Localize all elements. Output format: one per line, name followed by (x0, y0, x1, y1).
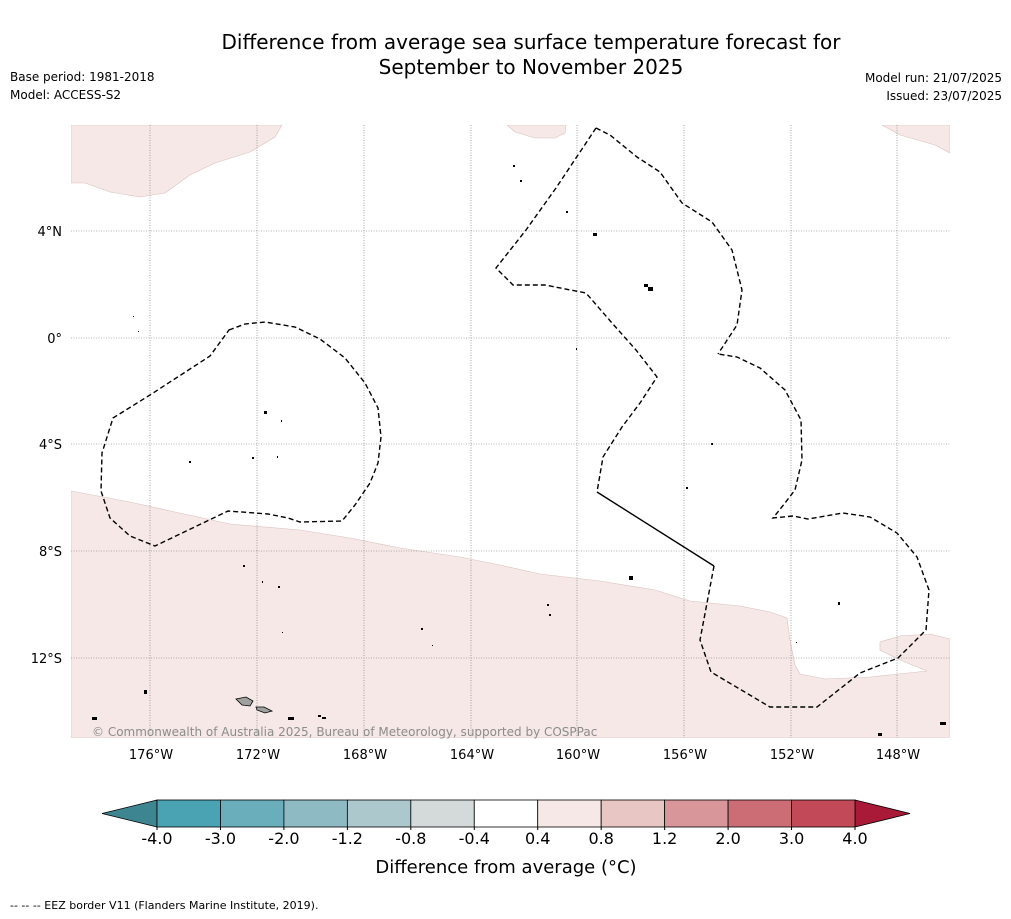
colorbar-tick-label: -0.8 (395, 829, 426, 848)
colorbar-label: Difference from average (°C) (375, 857, 636, 878)
lat-label-4s: 4°S (39, 438, 62, 453)
lon-label-176w: 176°W (129, 748, 173, 763)
colorbar-segment (664, 799, 729, 828)
issued-date: Issued: 23/07/2025 (886, 89, 1002, 103)
islands (92, 165, 946, 736)
colorbar-under-arrow (101, 799, 158, 828)
lon-label-172w: 172°W (236, 748, 280, 763)
lon-label-152w: 152°W (770, 748, 814, 763)
colorbar-segment (283, 799, 348, 828)
model-run: Model run: 21/07/2025 (864, 71, 1002, 85)
colorbar-tick-label: -0.4 (459, 829, 490, 848)
colorbar-segment (346, 799, 412, 828)
colorbar-tick-label: 0.8 (588, 829, 613, 848)
colorbar-segment (473, 799, 539, 828)
eez-border-kiribati-line-north (595, 127, 743, 355)
eez-border-solid-segment (596, 491, 715, 567)
colorbar-segment (791, 799, 856, 828)
colorbar-segment (410, 799, 475, 828)
eez-border-tokelau (100, 321, 382, 547)
colorbar-tick-label: 4.0 (842, 829, 867, 848)
model-name: Model: ACCESS-S2 (10, 88, 122, 102)
colorbar-over-arrow (854, 799, 911, 828)
lon-label-164w: 164°W (450, 748, 494, 763)
colorbar-tick-label: 3.0 (779, 829, 804, 848)
colorbar-segment (727, 799, 792, 828)
colorbar-segment (220, 799, 285, 828)
colorbar-tick-label: 0.4 (525, 829, 550, 848)
base-period: Base period: 1981-2018 (10, 70, 155, 84)
meta-right: Model run: 21/07/2025 Issued: 23/07/2025 (865, 69, 1002, 105)
eez-borders (100, 127, 930, 708)
colorbar-segment (537, 799, 602, 828)
colorbar-segment (156, 799, 221, 828)
title-line-2: September to November 2025 (378, 55, 684, 79)
samoa-island (235, 696, 254, 707)
anomaly-region-north-center (506, 125, 567, 139)
eez-border-cook-south (699, 353, 930, 708)
gridlines (71, 125, 950, 738)
longitude-labels: 176°W 172°W 168°W 164°W 160°W 156°W 152°… (129, 748, 920, 763)
colorbar-tick-label: -2.0 (268, 829, 299, 848)
title-line-1: Difference from average sea surface temp… (221, 30, 841, 54)
chart-title: Difference from average sea surface temp… (0, 30, 1011, 80)
copyright-note: © Commonwealth of Australia 2025, Bureau… (92, 725, 597, 739)
colorbar-tick-label: 2.0 (715, 829, 740, 848)
lat-label-4n: 4°N (38, 225, 63, 240)
lat-label-8s: 8°S (39, 545, 62, 560)
lon-label-148w: 148°W (876, 748, 920, 763)
anomaly-region-south (71, 490, 950, 738)
lon-label-156w: 156°W (663, 748, 707, 763)
colorbar-tick-label: 1.2 (652, 829, 677, 848)
eez-border-kiribati-west (495, 127, 658, 493)
lat-label-12s: 12°S (31, 652, 62, 667)
anomaly-region-northwest (71, 125, 283, 198)
colorbar-segment (600, 799, 666, 828)
lon-label-160w: 160°W (556, 748, 600, 763)
colorbar-tick-label: -3.0 (205, 829, 236, 848)
map-content (71, 125, 950, 738)
colorbar: -4.0 -3.0 -2.0 -1.2 -0.8 -0.4 0.4 0.8 1.2 2.0 3.0 4… (101, 799, 911, 878)
lon-label-168w: 168°W (343, 748, 387, 763)
colorbar-tick-label: -4.0 (141, 829, 172, 848)
colorbar-tick-label: -1.2 (332, 829, 363, 848)
latitude-labels: 4°N 0° 4°S 8°S 12°S (31, 225, 62, 667)
meta-left: Base period: 1981-2018 Model: ACCESS-S2 (10, 68, 155, 104)
lat-label-0: 0° (47, 332, 62, 347)
eez-legend-note: -- -- -- EEZ border V11 (Flanders Marine… (10, 899, 319, 912)
samoa-island-east (255, 706, 274, 714)
